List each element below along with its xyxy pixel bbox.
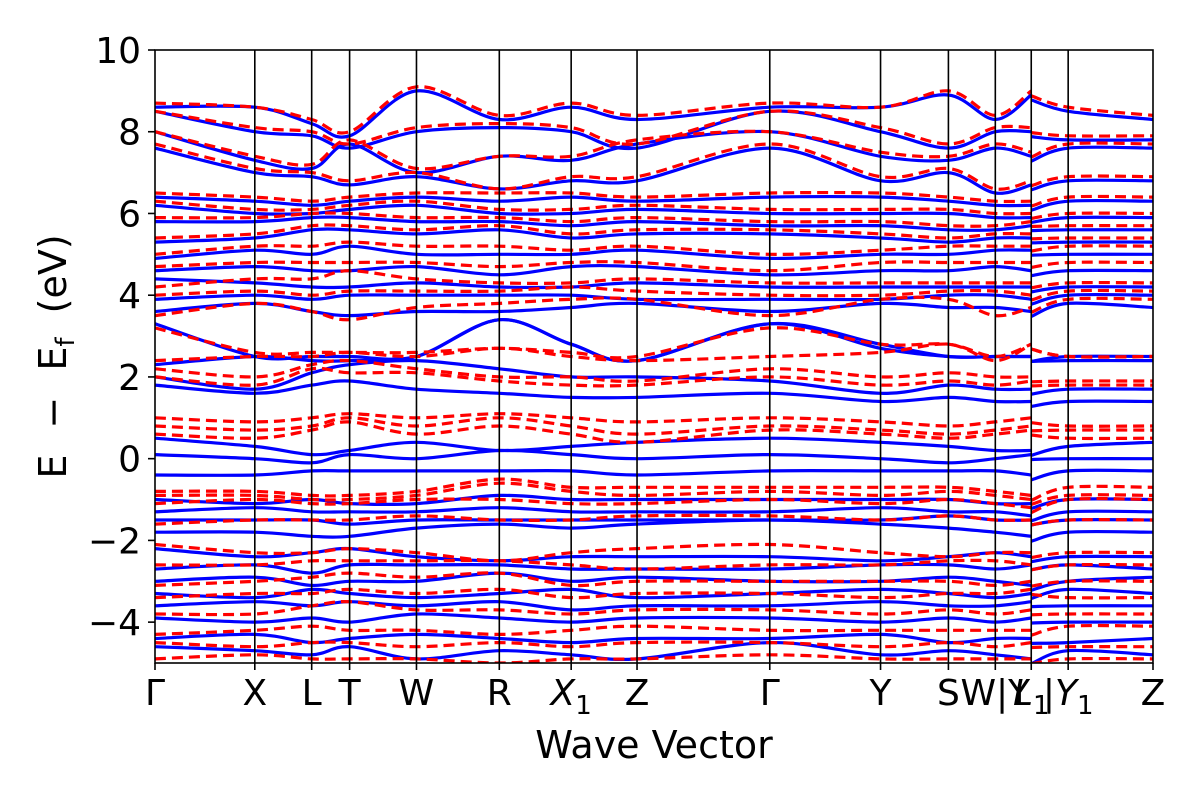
band-line-blue-14: [155, 436, 1153, 457]
x-tick-label-4: W: [399, 673, 435, 714]
x-tick-label-8: Γ: [760, 673, 780, 714]
x-axis-label: Wave Vector: [535, 723, 773, 767]
x-tick-label-1: X: [242, 673, 267, 714]
band-line-blue-26: [155, 203, 1153, 225]
band-line-blue-21: [155, 277, 1153, 294]
band-line-red-18: [155, 326, 1153, 360]
y-tick-label-2: 0: [118, 440, 141, 481]
x-tick-label-2: L: [302, 673, 322, 714]
plot-area: [154, 49, 1154, 664]
x-tick-label-5: R: [487, 673, 512, 714]
y-tick-label-3: 2: [118, 358, 141, 399]
x-tick-label-13: |Y1: [1043, 673, 1094, 721]
x-tick-label-9: Y: [869, 673, 893, 714]
x-tick-label-3: T: [338, 673, 362, 714]
plot-frame: [154, 49, 1154, 664]
band-line-blue-8: [155, 518, 1153, 543]
x-tick-label-7: Z: [625, 673, 650, 714]
x-tick-label-6: X1: [549, 673, 592, 721]
y-axis-ticks: −4 −2 0 2 4 6 8 10: [88, 31, 155, 644]
band-line-red-2: [155, 623, 1153, 637]
y-label-minus: −: [31, 397, 75, 429]
y-tick-label-0: −4: [88, 603, 141, 644]
y-tick-label-1: −2: [88, 521, 141, 562]
band-line-blue-22: [155, 263, 1153, 278]
y-tick-label-7: 10: [95, 31, 141, 72]
y-axis-label: E − Ef (eV): [31, 234, 83, 478]
y-label-ef-sub: f: [51, 337, 81, 347]
x-tick-label-0: Γ: [145, 673, 165, 714]
band-line-red-3: [155, 599, 1153, 617]
y-label-E: E: [31, 455, 75, 479]
y-tick-label-6: 8: [118, 113, 141, 154]
y-tick-label-4: 4: [118, 276, 141, 317]
kpoint-divider-lines: [254, 50, 1069, 663]
band-line-blue-7: [155, 546, 1153, 564]
band-line-red-16: [155, 358, 1153, 384]
x-axis-ticks: Γ X L T W R X1 Z Γ Y S W|YL1|Y1 Z: [145, 663, 1165, 721]
x-tick-label-12: L1: [1013, 673, 1050, 721]
y-tick-label-5: 6: [118, 194, 141, 235]
x-tick-label-10: S: [937, 673, 960, 714]
x-tick-label-14: Z: [1141, 673, 1166, 714]
band-line-red-14: [155, 412, 1153, 428]
band-line-blue-0: [155, 640, 1153, 663]
y-label-unit: (eV): [31, 234, 75, 313]
band-line-blue-12: [155, 468, 1153, 482]
x-tick-label-11: W|Y: [960, 673, 1031, 714]
y-label-ef: E: [31, 347, 75, 371]
